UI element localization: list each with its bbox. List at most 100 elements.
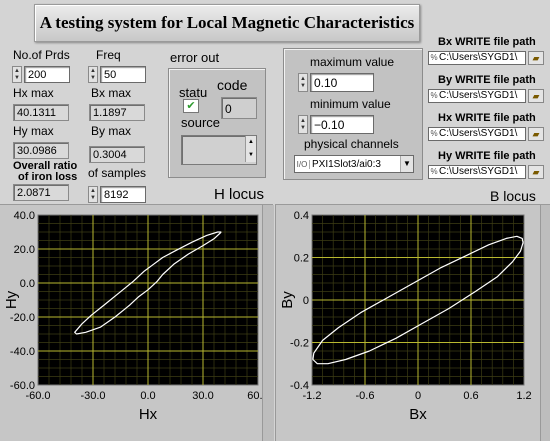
hx-browse-folder-icon[interactable]: ▰ xyxy=(528,127,544,141)
h-locus-title: H locus xyxy=(214,186,265,203)
overall-ratio-label-2: of iron loss xyxy=(18,171,78,183)
bx-path-value: C:\Users\SYGD1\ xyxy=(439,52,518,63)
min-value-spinner[interactable]: ▲ ▼ xyxy=(298,115,308,134)
hy-browse-folder-icon[interactable]: ▰ xyxy=(528,165,544,179)
h-locus-y-tick-label: 0.0 xyxy=(20,278,35,290)
b-locus-title: B locus xyxy=(490,188,536,204)
by-path-value: C:\Users\SYGD1\ xyxy=(439,90,518,101)
samples-label: of samples xyxy=(88,166,147,180)
by-browse-folder-icon[interactable]: ▰ xyxy=(528,89,544,103)
b-locus-y-axis-label: By xyxy=(279,291,296,309)
by-path-row: % C:\Users\SYGD1\ ▰ xyxy=(428,88,546,104)
io-icon: I/O xyxy=(295,159,310,169)
b-locus-x-tick-label: -1.2 xyxy=(303,390,322,402)
by-max-indicator: 0.3004 xyxy=(89,146,145,163)
hy-path-label: Hy WRITE file path xyxy=(438,150,536,162)
h-locus-x-tick-label: -60.0 xyxy=(25,390,50,402)
code-label: code xyxy=(217,77,248,93)
bx-browse-folder-icon[interactable]: ▰ xyxy=(528,51,544,65)
hx-path-label: Hx WRITE file path xyxy=(438,112,536,124)
h-locus-x-tick-label: -30.0 xyxy=(80,390,105,402)
b-locus-x-tick-label: 0.6 xyxy=(463,390,478,402)
hx-path-value: C:\Users\SYGD1\ xyxy=(439,128,518,139)
b-locus-x-tick-label: -0.6 xyxy=(356,390,375,402)
max-value-spinner[interactable]: ▲ ▼ xyxy=(298,73,308,92)
min-value-input[interactable]: −0.10 xyxy=(310,115,374,134)
b-locus-y-tick-label: 0 xyxy=(303,295,309,307)
chevron-down-icon[interactable]: ▼ xyxy=(400,156,413,172)
b-locus-y-tick-label: 0.2 xyxy=(294,253,309,265)
b-locus-x-axis-label: Bx xyxy=(409,406,427,423)
freq-input[interactable]: 50 xyxy=(100,66,146,83)
h-locus-y-tick-label: 20.0 xyxy=(14,244,35,256)
status-check-icon: ✔ xyxy=(183,99,199,113)
h-locus-y-tick-label: 40.0 xyxy=(14,210,35,222)
b-locus-series-line xyxy=(312,235,524,365)
range-panel: maximum value ▲ ▼ 0.10 minimum value ▲ ▼ −… xyxy=(283,48,423,180)
hx-path-input[interactable]: % C:\Users\SYGD1\ xyxy=(428,127,526,141)
h-locus-y-axis-label: Hy xyxy=(3,290,20,309)
min-value-label: minimum value xyxy=(310,97,391,111)
hx-path-row: % C:\Users\SYGD1\ ▰ xyxy=(428,126,546,142)
h-locus-x-tick-label: 0.0 xyxy=(140,390,155,402)
b-locus-x-tick-label: 1.2 xyxy=(516,390,531,402)
bx-path-label: Bx WRITE file path xyxy=(438,36,536,48)
error-out-label: error out xyxy=(170,50,220,65)
path-icon: % xyxy=(430,129,438,138)
hy-path-value: C:\Users\SYGD1\ xyxy=(439,166,518,177)
app-title: A testing system for Local Magnetic Char… xyxy=(34,4,420,42)
samples-input[interactable]: 8192 xyxy=(100,186,146,203)
h-locus-y-tick-label: -20.0 xyxy=(10,312,35,324)
channels-value: PXI1Slot3/ai0:3 xyxy=(312,158,381,170)
path-icon: % xyxy=(430,53,438,62)
source-label: source xyxy=(181,115,221,130)
status-label: statu xyxy=(179,85,208,100)
b-locus-graph: -1.2 -0.6 0 0.6 1.2 0.4 0.2 0 -0.2 -0.4 Bx By xyxy=(275,204,550,441)
h-locus-y-tick-label: -40.0 xyxy=(10,346,35,358)
freq-label: Freq xyxy=(96,48,121,62)
b-locus-y-tick-label: 0.4 xyxy=(294,210,309,222)
h-locus-x-axis-label: Hx xyxy=(139,406,158,423)
b-locus-scrollbar[interactable] xyxy=(540,205,550,441)
file-paths-group: Bx WRITE file path % C:\Users\SYGD1\ ▰ By… xyxy=(428,36,546,180)
hy-path-row: % C:\Users\SYGD1\ ▰ xyxy=(428,164,546,180)
no-prds-label: No.of Prds xyxy=(13,48,70,62)
h-locus-x-tick-label: 30.0 xyxy=(192,390,213,402)
b-locus-x-tick-label: 0 xyxy=(415,390,421,402)
no-prds-input[interactable]: 200 xyxy=(24,66,70,83)
bx-max-indicator: 1.1897 xyxy=(89,104,145,121)
max-value-label: maximum value xyxy=(310,55,395,69)
samples-spinner[interactable]: ▲ ▼ xyxy=(88,186,98,203)
bx-path-input[interactable]: % C:\Users\SYGD1\ xyxy=(428,51,526,65)
overall-ratio-label: Overall ratio xyxy=(13,160,78,172)
source-indicator: ▲ ▼ xyxy=(181,135,257,165)
b-locus-y-tick-label: -0.2 xyxy=(290,338,309,350)
hy-max-indicator: 30.0986 xyxy=(13,142,69,159)
b-locus-plot: -1.2 -0.6 0 0.6 1.2 0.4 0.2 0 -0.2 -0.4 Bx By xyxy=(279,210,532,423)
hx-max-indicator: 40.1311 xyxy=(13,104,69,121)
no-prds-spinner[interactable]: ▲ ▼ xyxy=(12,66,22,83)
bx-max-label: Bx max xyxy=(91,86,132,100)
code-indicator: 0 xyxy=(221,97,257,119)
h-locus-scrollbar[interactable] xyxy=(262,205,274,441)
source-scrollbar[interactable]: ▲ ▼ xyxy=(245,136,256,162)
path-icon: % xyxy=(430,167,438,176)
by-max-label: By max xyxy=(91,124,132,138)
b-locus-y-tick-label: -0.4 xyxy=(290,380,309,392)
bx-path-row: % C:\Users\SYGD1\ ▰ xyxy=(428,50,546,66)
h-locus-y-tick-label: -60.0 xyxy=(10,380,35,392)
by-path-input[interactable]: % C:\Users\SYGD1\ xyxy=(428,89,526,103)
max-value-input[interactable]: 0.10 xyxy=(310,73,374,92)
by-path-label: By WRITE file path xyxy=(438,74,536,86)
overall-ratio-indicator: 2.0871 xyxy=(13,184,69,201)
h-locus-plot: -60.0 -30.0 0.0 30.0 60.040.020.00.0-20.0-40… xyxy=(3,210,269,423)
hy-max-label: Hy max xyxy=(13,124,54,138)
hy-path-input[interactable]: % C:\Users\SYGD1\ xyxy=(428,165,526,179)
error-out-cluster: statu ✔ code 0 source ▲ ▼ xyxy=(168,68,266,178)
channels-label: physical channels xyxy=(304,137,399,151)
freq-spinner[interactable]: ▲ ▼ xyxy=(88,66,98,83)
path-icon: % xyxy=(430,91,438,100)
hx-max-label: Hx max xyxy=(13,86,54,100)
h-locus-series-line xyxy=(74,231,222,335)
channels-select[interactable]: I/O PXI1Slot3/ai0:3 ▼ xyxy=(294,155,414,173)
